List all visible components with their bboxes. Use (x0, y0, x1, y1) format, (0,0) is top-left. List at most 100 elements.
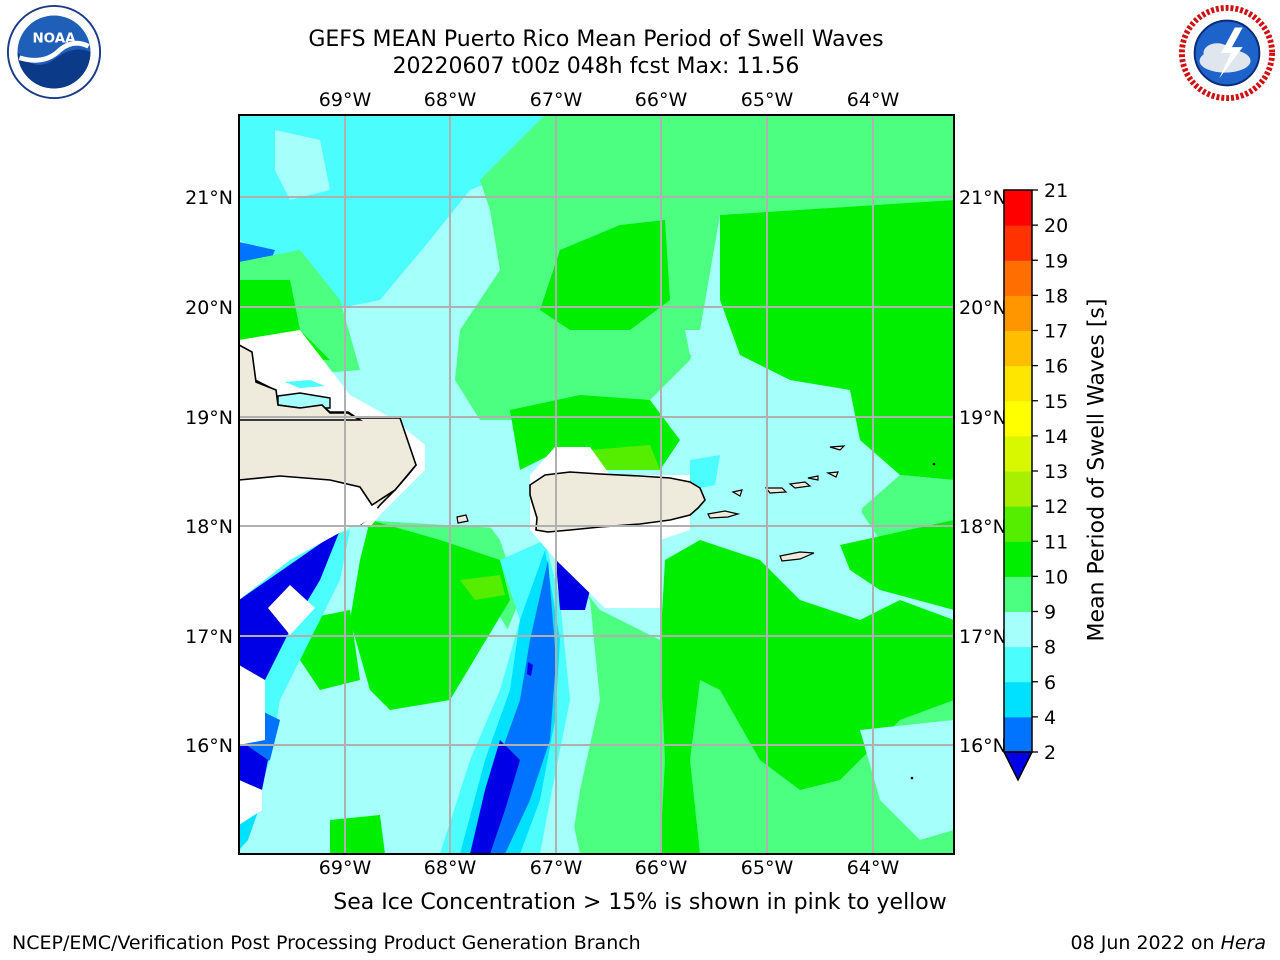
lat-label-right: 17°N (959, 626, 1007, 648)
land-vieques (707, 510, 741, 519)
mask-white-hispaniola-south (239, 527, 350, 600)
chart-subtitle: 20220607 t00z 048h fcst Max: 11.56 (392, 54, 800, 79)
lon-label-top: 68°W (424, 89, 477, 111)
lat-label-right: 19°N (959, 407, 1007, 429)
land-virgin-gorda (825, 471, 839, 478)
contour-yellowgreen-sw (460, 575, 505, 600)
colorbar-tick-label: 18 (1044, 285, 1068, 307)
lat-label-right: 18°N (959, 516, 1007, 538)
colorbar-extend-triangle (1002, 751, 1034, 782)
land-st-croix (779, 551, 815, 562)
contour-light-cyan-east (685, 330, 720, 355)
lat-label-left: 18°N (185, 516, 233, 538)
lat-label-right: 20°N (959, 297, 1007, 319)
colorbar-segment (1004, 295, 1032, 331)
map-gridlines (239, 115, 954, 854)
mask-white-diamond (268, 585, 315, 635)
lat-label-left: 21°N (185, 187, 233, 209)
colorbar-tick-label: 14 (1044, 426, 1068, 448)
contour-light-cyan-vi (680, 410, 870, 530)
contour-yellowgreen-pr (590, 445, 660, 470)
land-small-islet-east (932, 462, 936, 466)
colorbar-segment (1004, 506, 1032, 542)
colorbar-tick-label: 19 (1044, 250, 1068, 272)
colorbar-tick-label: 15 (1044, 391, 1068, 413)
colorbar-segment (1004, 190, 1032, 226)
contour-lightgreen-north (455, 115, 954, 420)
lon-label-bottom: 64°W (847, 857, 900, 879)
nws-logo-icon (1178, 4, 1276, 102)
colorbar-segment (1004, 400, 1032, 437)
sea-ice-note: Sea Ice Concentration > 15% is shown in … (333, 890, 947, 915)
colorbar-tick-label: 12 (1044, 496, 1068, 518)
svg-text:NOAA: NOAA (32, 31, 76, 46)
colorbar-tick-label: 9 (1044, 602, 1056, 624)
colorbar-tick-label: 17 (1044, 321, 1068, 343)
colorbar-tick-label: 2 (1044, 742, 1056, 764)
land-hispaniola-north (239, 344, 363, 421)
lon-label-top: 66°W (635, 89, 688, 111)
colorbar-segment (1004, 576, 1032, 612)
lon-label-top: 69°W (319, 89, 372, 111)
contour-green-southeast (660, 540, 954, 854)
colorbar-segment (1004, 365, 1032, 402)
contour-darkblue-dot (527, 662, 533, 676)
noaa-logo-icon: NOAA (6, 4, 102, 100)
colorbar-segment (1004, 541, 1032, 577)
colorbar-tick-label: 11 (1044, 531, 1068, 553)
contour-darkblue-plume (470, 740, 520, 854)
lon-label-bottom: 65°W (741, 857, 794, 879)
land-st-thomas (764, 487, 788, 494)
land-tortola (807, 475, 819, 481)
land-anegada (829, 445, 846, 451)
contour-cyan-vi (690, 455, 720, 490)
colorbar-tick-label: 16 (1044, 356, 1068, 378)
colorbar-tick-label: 10 (1044, 566, 1068, 588)
land-st-john (788, 481, 812, 489)
colorbar-tick-label: 13 (1044, 461, 1068, 483)
lon-label-bottom: 66°W (635, 857, 688, 879)
map-frame (238, 114, 955, 855)
colorbar-tick-label: 6 (1044, 672, 1056, 694)
contour-green-southwest (350, 520, 510, 710)
footer-date-text: 08 Jun 2022 on (1070, 932, 1221, 954)
land-small-islet (910, 776, 914, 780)
colorbar-segment (1004, 471, 1032, 507)
contour-darkblue-sw-low (239, 740, 268, 790)
lat-label-left: 19°N (185, 407, 233, 429)
lat-label-left: 20°N (185, 297, 233, 319)
colorbar-segment (1004, 716, 1032, 753)
land-hispaniola-body (239, 417, 417, 507)
colorbar-segment (1004, 611, 1032, 648)
colorbar-tick-label: 4 (1044, 707, 1056, 729)
colorbar-segment (1004, 681, 1032, 718)
mask-white-sw-edge (239, 665, 265, 745)
lon-label-bottom: 68°W (424, 857, 477, 879)
colorbar-tick-label: 8 (1044, 637, 1056, 659)
colorbar-tick-label: 21 (1044, 180, 1068, 202)
lon-label-top: 64°W (847, 89, 900, 111)
colorbar-segment (1004, 646, 1032, 683)
colorbar-label: Mean Period of Swell Waves [s] (1084, 298, 1110, 642)
mask-white-sw-edge-low (239, 780, 262, 825)
colorbar-segment (1004, 435, 1032, 472)
colorbar-segment (1004, 260, 1032, 296)
footer-date: 08 Jun 2022 on Hera (1071, 932, 1266, 954)
coast-cyan-detail (285, 380, 325, 388)
colorbar: 2 4 6 8 9 10 11 12 13 14 15 16 17 18 19 20 21 (1002, 180, 1068, 782)
footer-credit: NCEP/EMC/Verification Post Processing Pr… (12, 932, 641, 954)
lat-label-right: 16°N (959, 735, 1007, 757)
contour-green-north-center (540, 220, 670, 330)
lat-label-left: 16°N (185, 735, 233, 757)
footer-host: Hera (1220, 932, 1266, 954)
lon-label-top: 67°W (530, 89, 583, 111)
contour-light-cyan-se (860, 720, 954, 840)
lat-label-left: 17°N (185, 626, 233, 648)
colorbar-segment (1004, 330, 1032, 367)
lon-label-bottom: 67°W (530, 857, 583, 879)
contour-lightgreen-east-edge (860, 475, 954, 540)
contour-green-east-mid (840, 520, 954, 610)
contour-green-bottom (330, 815, 385, 854)
lon-label-bottom: 69°W (319, 857, 372, 879)
